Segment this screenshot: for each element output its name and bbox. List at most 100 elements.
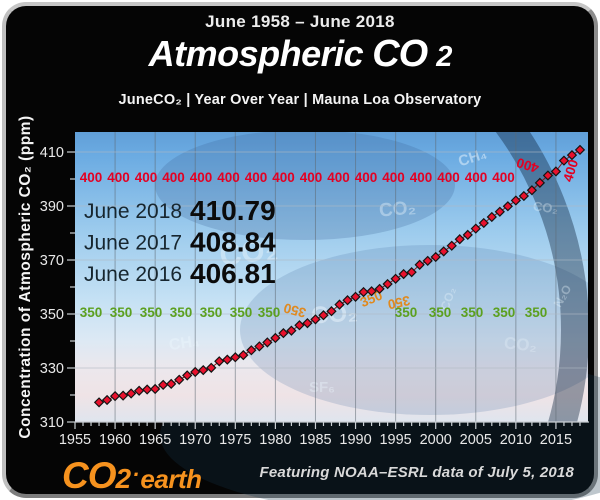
data-point <box>406 267 417 278</box>
plot-background <box>75 132 588 422</box>
level-label-350: 350 <box>258 305 281 320</box>
callout-year: June 2018 <box>84 200 182 223</box>
level-label-350: 350 <box>230 305 253 320</box>
data-point <box>190 366 201 378</box>
x-tick-label: 1980 <box>259 432 291 448</box>
level-label-rotated-350: 350 <box>386 293 411 312</box>
y-tick-label: 310 <box>40 415 64 431</box>
x-tick-label: 2005 <box>460 432 492 448</box>
data-point <box>502 201 513 212</box>
level-label-400: 400 <box>492 170 515 185</box>
y-axis-title: Concentration of Atmospheric CO₂ (ppm) <box>17 115 34 438</box>
y-tick-label: 350 <box>40 307 64 323</box>
data-point <box>558 155 570 166</box>
data-point <box>494 206 505 217</box>
title-co: CO <box>372 33 428 75</box>
x-tick-label: 1985 <box>299 432 331 448</box>
data-point <box>141 384 153 395</box>
level-label-400: 400 <box>300 170 323 185</box>
molecule-watermark: SF₆ <box>309 379 335 396</box>
x-tick-label: 1955 <box>59 432 91 448</box>
molecule-watermark: CH₄ <box>168 333 201 354</box>
data-point <box>366 286 377 297</box>
level-label-350: 350 <box>493 305 516 320</box>
data-point <box>238 349 249 361</box>
data-point <box>486 211 497 223</box>
data-point <box>550 166 562 177</box>
callout-value: 410.79 <box>190 195 276 226</box>
data-point <box>302 318 313 329</box>
logo-earth: earth <box>140 464 202 494</box>
y-tick-label: 330 <box>40 361 64 377</box>
globe-edge <box>495 132 588 422</box>
level-label-400: 400 <box>135 170 158 185</box>
data-point <box>382 278 393 290</box>
level-label-400: 400 <box>382 170 405 185</box>
level-label-350: 350 <box>525 305 548 320</box>
data-point <box>198 364 209 376</box>
page-title: Atmospheric CO 2 <box>0 33 600 76</box>
x-tick-label: 1975 <box>219 432 251 448</box>
title-two: 2 <box>436 41 452 73</box>
data-point <box>454 234 465 245</box>
x-tick-label: 2015 <box>540 432 572 448</box>
x-tick-label: 1970 <box>179 432 211 448</box>
data-point <box>174 374 185 385</box>
molecule-watermark: CO₂ <box>310 299 358 329</box>
level-label-400: 400 <box>410 170 433 185</box>
data-point <box>534 177 546 188</box>
molecule-watermark: CO₂ <box>217 232 279 273</box>
level-label-350: 350 <box>395 305 418 320</box>
header-subtitle: JuneCO₂ | Year Over Year | Mauna Loa Obs… <box>118 92 482 108</box>
level-label-400: 400 <box>80 170 103 185</box>
level-label-400: 400 <box>465 170 488 185</box>
x-tick-label: 1990 <box>339 432 371 448</box>
data-point <box>117 390 129 401</box>
data-point <box>574 144 586 156</box>
level-label-400: 400 <box>162 170 185 185</box>
data-point <box>526 185 538 196</box>
data-point <box>470 223 481 234</box>
level-label-350: 350 <box>110 305 133 320</box>
data-point <box>414 259 425 270</box>
y-tick-label: 410 <box>40 145 64 161</box>
data-point <box>422 255 433 266</box>
data-point <box>334 299 345 310</box>
data-point <box>294 320 305 331</box>
data-point <box>462 229 473 240</box>
data-point <box>350 291 361 302</box>
logo-co: CO <box>62 455 116 496</box>
level-label-350: 350 <box>200 305 223 320</box>
molecule-watermark: CO₂ <box>503 333 538 355</box>
x-tick-label: 2010 <box>500 432 532 448</box>
level-label-350: 350 <box>170 305 193 320</box>
data-point <box>166 378 177 390</box>
co2-earth-logo: CO2·earth <box>62 455 202 496</box>
title-prefix: Atmospheric <box>148 33 364 74</box>
data-point <box>430 251 441 263</box>
callout-year: June 2017 <box>84 232 182 255</box>
data-point <box>326 306 337 317</box>
x-tick-label: 1995 <box>379 432 411 448</box>
level-label-350: 350 <box>80 305 103 320</box>
data-point <box>230 352 241 363</box>
level-label-350: 350 <box>140 305 163 320</box>
data-point <box>182 370 193 381</box>
callout-value: 408.84 <box>190 227 276 258</box>
level-label-400: 400 <box>217 170 240 185</box>
globe-continent <box>155 132 455 240</box>
y-tick-label: 390 <box>40 199 64 215</box>
x-tick-label: 2000 <box>420 432 452 448</box>
data-point <box>125 388 137 399</box>
level-label-400: 400 <box>107 170 130 185</box>
logo-dot-icon: · <box>132 462 140 487</box>
data-point <box>374 283 385 295</box>
data-point <box>109 390 121 402</box>
data-point <box>358 286 369 298</box>
data-point <box>214 356 225 367</box>
level-label-400: 400 <box>190 170 213 185</box>
data-credit: Featuring NOAA–ESRL data of July 5, 2018 <box>259 464 574 481</box>
